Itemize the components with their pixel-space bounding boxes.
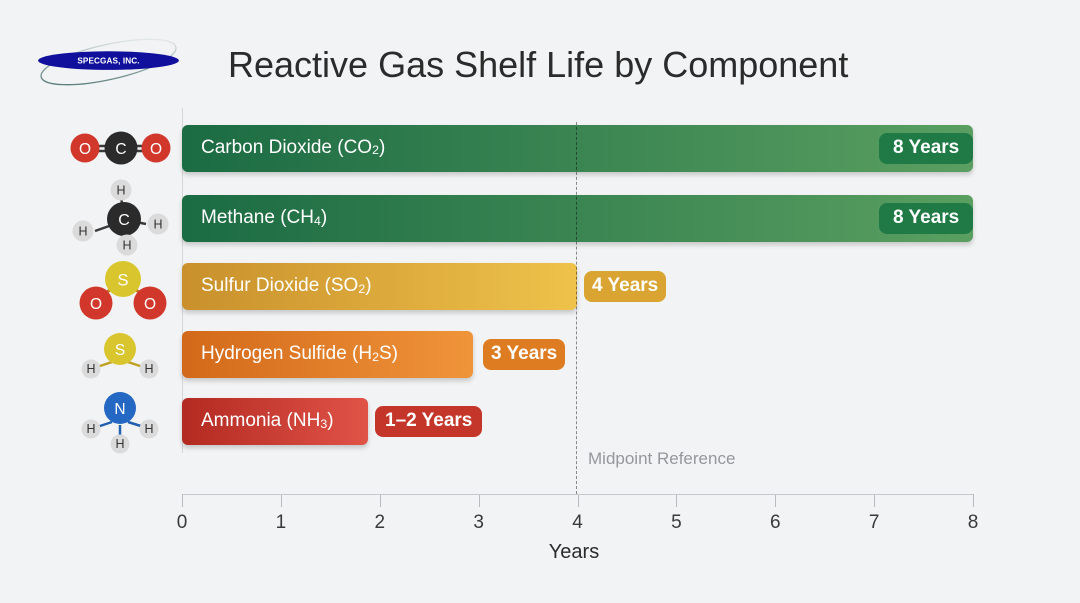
svg-text:H: H [122, 239, 131, 253]
svg-text:S: S [115, 342, 125, 359]
svg-text:H: H [78, 225, 87, 239]
svg-text:H: H [115, 437, 124, 451]
svg-text:SPECGAS, INC.: SPECGAS, INC. [77, 57, 139, 66]
svg-text:C: C [118, 212, 130, 229]
svg-text:S: S [117, 272, 128, 290]
svg-text:H: H [86, 362, 95, 376]
svg-text:H: H [144, 422, 153, 436]
svg-text:N: N [114, 401, 125, 418]
svg-text:H: H [153, 218, 162, 232]
svg-text:H: H [86, 422, 95, 436]
svg-text:O: O [150, 141, 162, 158]
svg-text:H: H [144, 362, 153, 376]
svg-text:C: C [115, 141, 126, 158]
svg-text:O: O [79, 141, 91, 158]
svg-text:O: O [144, 296, 156, 313]
svg-text:O: O [90, 296, 102, 313]
svg-text:H: H [116, 184, 125, 198]
